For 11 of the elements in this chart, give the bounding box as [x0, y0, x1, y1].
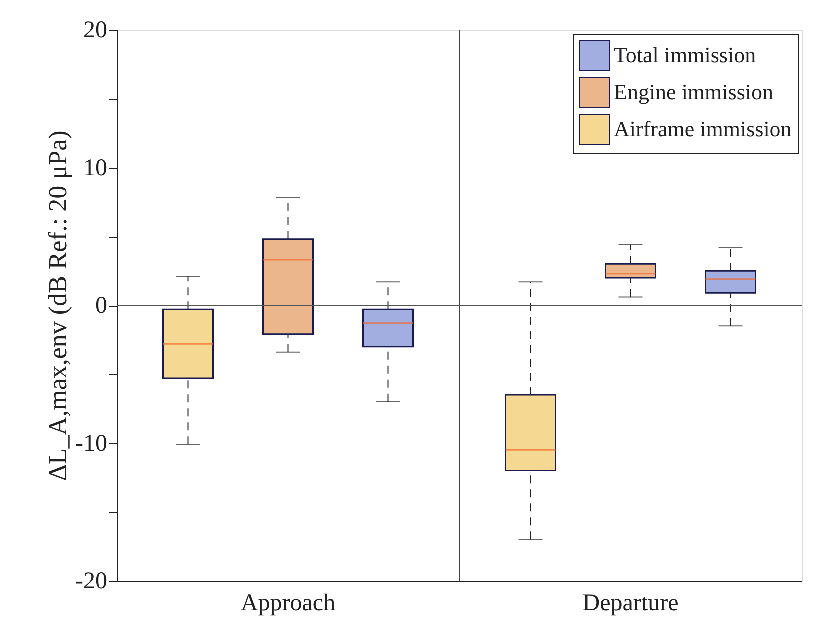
y-tick-label: 20 [84, 18, 108, 44]
legend-label: Airframe immission [614, 116, 792, 142]
y-tick-label: 0 [96, 293, 108, 319]
y-tick-label: -20 [76, 568, 108, 594]
x-tick-label: Approach [240, 590, 336, 616]
y-tick-label: 10 [84, 155, 108, 182]
x-tick-label: Departure [582, 590, 679, 616]
y-tick-label: -10 [76, 430, 108, 457]
y-axis-title: ΔL_A,max,env (dB Ref.: 20 μPa) [44, 130, 73, 482]
legend-label: Total immission [614, 42, 756, 68]
legend-label: Engine immission [614, 80, 774, 104]
